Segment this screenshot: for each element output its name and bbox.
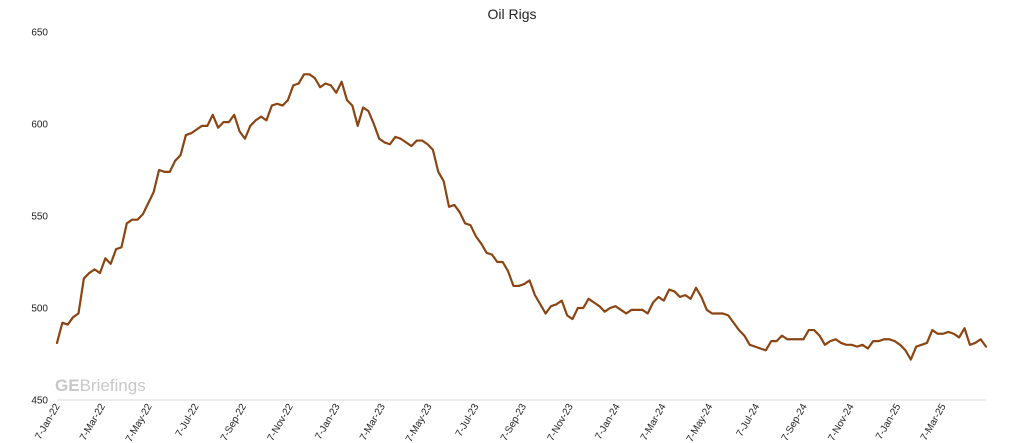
- x-axis: 7-Jan-22 7-Mar-22 7-May-22 7-Jul-22 7-Sep-22…: [33, 399, 986, 443]
- x-tick-label: 7-Nov-23: [546, 402, 576, 443]
- x-tick-label: 7-Jan-24: [593, 402, 622, 442]
- x-tick-label: 7-Jan-22: [33, 402, 62, 442]
- x-tick-label: 7-May-23: [404, 402, 435, 443]
- x-tick-label: 7-Sep-23: [499, 402, 529, 443]
- x-tick-label: 7-Jul-23: [454, 402, 482, 439]
- x-tick-label: 7-Sep-24: [780, 402, 810, 443]
- x-tick-label: 7-May-22: [124, 402, 155, 443]
- svg-text:GEBriefings: GEBriefings: [55, 376, 146, 395]
- x-tick-label: 7-Jan-23: [313, 402, 342, 442]
- x-tick-label: 7-Mar-24: [639, 402, 669, 443]
- chart-title: Oil Rigs: [487, 6, 536, 22]
- y-tick-label: 550: [31, 212, 48, 223]
- y-tick-label: 650: [31, 28, 48, 39]
- x-tick-label: 7-Mar-23: [358, 402, 388, 443]
- x-tick-label: 7-Sep-22: [219, 402, 249, 443]
- y-tick-label: 500: [31, 304, 48, 315]
- x-tick-label: 7-Jul-22: [174, 402, 202, 439]
- x-tick-label: 7-Mar-22: [78, 402, 108, 443]
- x-tick-label: 7-Nov-24: [826, 402, 856, 443]
- series-line-oil-rigs: [55, 73, 988, 361]
- x-tick-label: 7-Jul-24: [735, 402, 763, 439]
- y-axis: 450 500 550 600 650: [31, 28, 48, 407]
- x-tick-label: 7-Jan-25: [874, 402, 903, 442]
- watermark-rest: Briefings: [80, 376, 146, 395]
- y-tick-label: 600: [31, 120, 48, 131]
- x-tick-label: 7-May-24: [685, 402, 716, 443]
- watermark-bold: GE: [55, 376, 80, 395]
- watermark: GEBriefings: [55, 376, 146, 395]
- x-tick-label: 7-Nov-22: [266, 402, 296, 443]
- y-tick-label: 450: [31, 396, 48, 407]
- x-tick-label: 7-Mar-25: [919, 402, 949, 443]
